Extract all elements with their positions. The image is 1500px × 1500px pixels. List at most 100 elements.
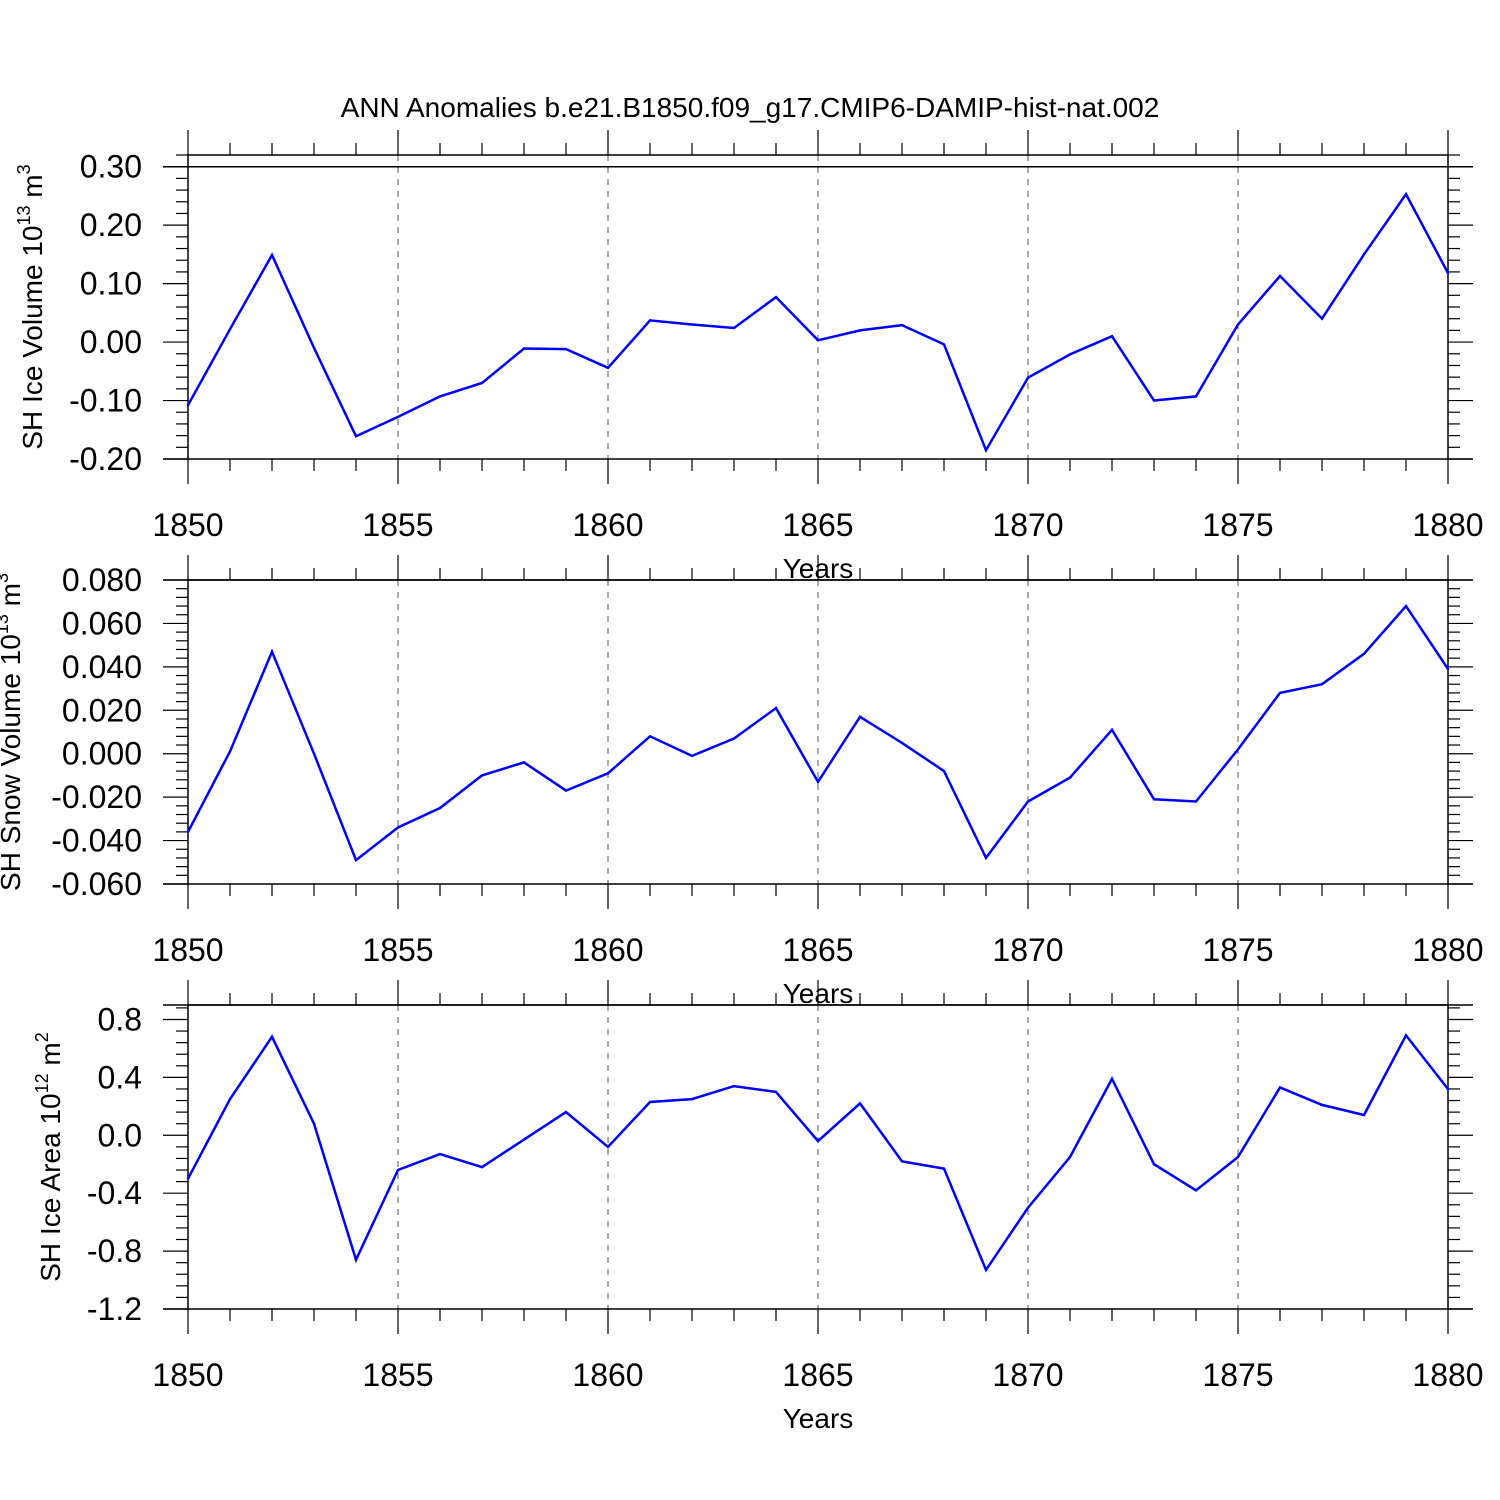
x-tick-label: 1850: [152, 1357, 223, 1393]
data-point: [1110, 728, 1114, 732]
data-point: [480, 381, 484, 385]
data-point: [648, 319, 652, 322]
data-point: [1068, 776, 1072, 779]
y-tick-label: 0.10: [80, 266, 142, 302]
data-point: [1320, 317, 1324, 320]
y-axis-label-unit-exponent: 3: [0, 573, 12, 583]
data-point: [396, 1168, 400, 1172]
data-point: [732, 326, 736, 330]
x-tick-label: 1875: [1202, 507, 1273, 543]
data-point: [1026, 1206, 1030, 1209]
panel-2: 1850 1855 1860 1865 1870 1875 1880 0.080 0.060 0.…: [0, 555, 1484, 1009]
data-point: [816, 339, 820, 342]
data-point: [900, 741, 904, 745]
data-point: [984, 856, 988, 860]
data-point: [1362, 1113, 1366, 1117]
y-tick-label: 0.000: [62, 736, 142, 772]
x-tick-label: 1880: [1412, 1357, 1483, 1393]
y-tick-label: 0.00: [80, 324, 142, 360]
data-point: [648, 1100, 652, 1104]
y-axis-label-exponent: 13: [14, 205, 34, 225]
data-point: [396, 826, 400, 829]
y-axis-label-exponent: 13: [0, 614, 12, 634]
y-axis-label-unit: m: [0, 583, 26, 614]
data-point: [522, 761, 526, 764]
data-point: [1446, 1087, 1450, 1091]
data-point: [228, 750, 232, 753]
x-tick-label: 1875: [1202, 932, 1273, 968]
panels: 1850 1855 1860 1865 1870 1875 1880 0.30 0.20 0.10…: [0, 130, 1484, 1434]
data-point: [1278, 1086, 1282, 1089]
data-point: [186, 1177, 190, 1180]
data-point: [564, 1110, 568, 1114]
x-tick-label: 1860: [572, 932, 643, 968]
x-tick-label: 1860: [572, 1357, 643, 1393]
data-point: [648, 735, 652, 738]
data-point: [1362, 652, 1366, 656]
y-tick-label: -1.2: [87, 1291, 142, 1327]
data-point: [858, 329, 862, 332]
data-point: [1404, 192, 1408, 196]
data-point: [1278, 691, 1282, 695]
data-point: [900, 1160, 904, 1163]
y-axis-label: SH Snow Volume 1013 m3: [0, 573, 26, 891]
data-point: [774, 1090, 778, 1094]
x-tick-label: 1850: [152, 507, 223, 543]
x-tick-label: 1870: [992, 507, 1063, 543]
x-tick-label: 1865: [782, 507, 853, 543]
data-point: [900, 323, 904, 327]
data-point: [984, 1268, 988, 1272]
data-point: [522, 1138, 526, 1141]
data-point: [942, 343, 946, 346]
y-tick-label: -0.4: [87, 1175, 142, 1211]
data-point: [1194, 800, 1198, 803]
data-point: [732, 737, 736, 740]
data-point: [942, 1167, 946, 1170]
data-point: [690, 323, 694, 326]
data-point: [606, 366, 610, 369]
data-point: [942, 769, 946, 773]
data-point: [438, 806, 442, 810]
x-axis-label: Years: [783, 1403, 854, 1434]
panel-1: 1850 1855 1860 1865 1870 1875 1880 0.30 0.20 0.10…: [14, 130, 1484, 584]
data-point: [1110, 335, 1114, 338]
x-tick-label: 1855: [362, 932, 433, 968]
y-axis-label-text: SH Ice Area 10: [35, 1093, 66, 1281]
data-point: [1068, 1155, 1072, 1159]
data-point: [816, 1139, 820, 1143]
x-tick-label: 1870: [992, 1357, 1063, 1393]
x-tick-label: 1875: [1202, 1357, 1273, 1393]
data-point: [1068, 353, 1072, 356]
data-point: [480, 774, 484, 777]
y-axis-label-unit-exponent: 3: [14, 164, 34, 174]
y-tick-label: -0.040: [51, 823, 142, 859]
y-tick-label: 0.8: [98, 1001, 142, 1037]
y-tick-label: 0.0: [98, 1117, 142, 1153]
data-point: [858, 715, 862, 718]
data-point: [1446, 667, 1450, 671]
y-axis-label: SH Ice Area 1012 m2: [32, 1032, 66, 1282]
y-tick-label: -0.10: [69, 383, 142, 419]
x-tick-label: 1865: [782, 1357, 853, 1393]
data-point: [186, 830, 190, 834]
data-point: [1152, 399, 1156, 402]
y-axis-label-unit: m: [17, 174, 48, 205]
data-point: [438, 1152, 442, 1156]
y-tick-label: -0.020: [51, 779, 142, 815]
data-point: [228, 1097, 232, 1101]
data-point: [816, 780, 820, 784]
data-point: [774, 295, 778, 299]
data-point: [1446, 271, 1450, 275]
data-point: [1152, 798, 1156, 801]
data-point: [1320, 683, 1324, 686]
y-tick-label: 0.20: [80, 207, 142, 243]
y-axis-label-text: SH Snow Volume 10: [0, 634, 26, 891]
data-point: [774, 706, 778, 710]
data-point: [858, 1102, 862, 1105]
data-point: [690, 754, 694, 758]
data-point: [1110, 1077, 1114, 1081]
data-point: [564, 789, 568, 792]
data-point: [354, 858, 358, 862]
